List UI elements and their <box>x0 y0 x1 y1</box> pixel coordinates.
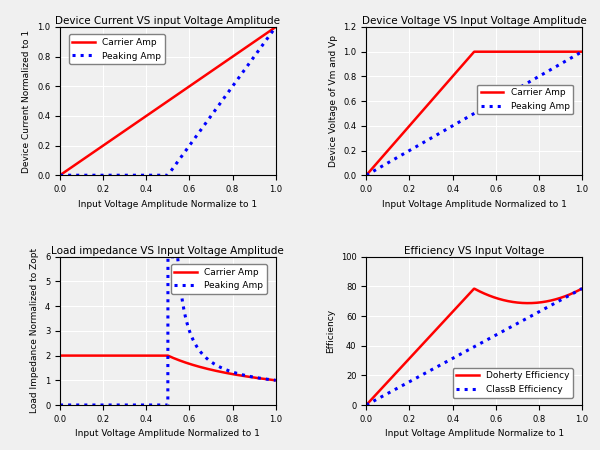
Carrier Amp <box>480 49 487 54</box>
Title: Device Voltage VS Input Voltage Amplitude: Device Voltage VS Input Voltage Amplitud… <box>362 16 587 26</box>
Legend: Carrier Amp, Peaking Amp: Carrier Amp, Peaking Amp <box>69 35 165 64</box>
Carrier Amp <box>267 28 274 33</box>
Peaking Amp <box>362 172 370 178</box>
Doherty Efficiency <box>539 299 547 305</box>
Line: Peaking Amp: Peaking Amp <box>366 52 582 175</box>
Peaking Amp <box>164 254 172 260</box>
ClassB Efficiency <box>573 289 580 294</box>
Doherty Efficiency <box>465 292 472 297</box>
Carrier Amp <box>56 353 64 358</box>
ClassB Efficiency <box>465 347 472 352</box>
Peaking Amp <box>139 402 146 408</box>
Peaking Amp <box>573 52 580 58</box>
Peaking Amp <box>56 402 64 408</box>
Peaking Amp <box>173 160 181 166</box>
Carrier Amp <box>272 24 280 30</box>
Peaking Amp <box>186 328 193 333</box>
ClassB Efficiency <box>491 333 498 338</box>
Peaking Amp <box>234 371 241 376</box>
Peaking Amp <box>160 172 167 178</box>
Peaking Amp <box>159 172 166 178</box>
Line: ClassB Efficiency: ClassB Efficiency <box>366 288 582 405</box>
X-axis label: Input Voltage Amplitude Normalize to 1: Input Voltage Amplitude Normalize to 1 <box>385 429 564 438</box>
Line: Doherty Efficiency: Doherty Efficiency <box>366 288 582 405</box>
Title: Efficiency VS Input Voltage: Efficiency VS Input Voltage <box>404 246 544 256</box>
Peaking Amp <box>272 378 280 383</box>
Peaking Amp <box>272 24 280 30</box>
Carrier Amp <box>160 101 167 107</box>
Peaking Amp <box>466 113 473 118</box>
Peaking Amp <box>56 172 64 178</box>
Line: Carrier Amp: Carrier Amp <box>366 52 582 175</box>
Doherty Efficiency <box>362 402 370 408</box>
Doherty Efficiency <box>466 290 473 296</box>
Carrier Amp <box>185 84 192 90</box>
ClassB Efficiency <box>539 307 547 312</box>
Peaking Amp <box>491 99 498 104</box>
Carrier Amp <box>540 49 547 54</box>
Carrier Amp <box>491 49 499 54</box>
Carrier Amp <box>151 353 158 358</box>
Carrier Amp <box>272 378 280 383</box>
Peaking Amp <box>578 49 586 54</box>
Carrier Amp <box>578 49 586 54</box>
Doherty Efficiency <box>479 290 487 296</box>
Carrier Amp <box>79 353 86 358</box>
Y-axis label: Device Current Normalized to 1: Device Current Normalized to 1 <box>22 30 31 173</box>
Peaking Amp <box>479 106 487 111</box>
Peaking Amp <box>267 32 274 37</box>
ClassB Efficiency <box>578 286 586 291</box>
Peaking Amp <box>465 114 472 119</box>
Title: Device Current VS input Voltage Amplitude: Device Current VS input Voltage Amplitud… <box>55 16 280 26</box>
Carrier Amp <box>224 371 232 376</box>
Line: Peaking Amp: Peaking Amp <box>60 257 276 405</box>
X-axis label: Input Voltage Amplitude Normalized to 1: Input Voltage Amplitude Normalized to 1 <box>76 429 260 438</box>
Carrier Amp <box>159 102 166 108</box>
Carrier Amp <box>229 371 236 377</box>
Doherty Efficiency <box>573 288 580 294</box>
Legend: Doherty Efficiency, ClassB Efficiency: Doherty Efficiency, ClassB Efficiency <box>452 368 573 397</box>
Carrier Amp <box>465 55 472 61</box>
Carrier Amp <box>205 366 212 372</box>
Y-axis label: Efficiency: Efficiency <box>326 309 335 353</box>
Carrier Amp <box>362 172 370 178</box>
Peaking Amp <box>185 144 192 150</box>
Peaking Amp <box>539 71 547 76</box>
Doherty Efficiency <box>491 295 498 300</box>
Carrier Amp <box>466 54 473 59</box>
Carrier Amp <box>233 51 241 56</box>
Title: Load impedance VS Input Voltage Amplitude: Load impedance VS Input Voltage Amplitud… <box>52 246 284 256</box>
Legend: Carrier Amp, Peaking Amp: Carrier Amp, Peaking Amp <box>477 85 573 114</box>
ClassB Efficiency <box>466 346 473 352</box>
Carrier Amp <box>173 92 181 98</box>
Y-axis label: Load Impedance Normalized to Zopt: Load Impedance Normalized to Zopt <box>31 248 40 414</box>
X-axis label: Input Voltage Amplitude Normalize to 1: Input Voltage Amplitude Normalize to 1 <box>78 199 257 208</box>
Peaking Amp <box>217 365 224 370</box>
Carrier Amp <box>574 49 581 54</box>
Doherty Efficiency <box>578 286 586 291</box>
ClassB Efficiency <box>479 339 487 345</box>
Carrier Amp <box>471 49 478 54</box>
Peaking Amp <box>233 78 241 83</box>
Peaking Amp <box>95 402 103 408</box>
Line: Carrier Amp: Carrier Amp <box>60 27 276 175</box>
Line: Peaking Amp: Peaking Amp <box>60 27 276 175</box>
X-axis label: Input Voltage Amplitude Normalized to 1: Input Voltage Amplitude Normalized to 1 <box>382 199 566 208</box>
Legend: Carrier Amp, Peaking Amp: Carrier Amp, Peaking Amp <box>171 264 267 294</box>
Carrier Amp <box>56 172 64 178</box>
ClassB Efficiency <box>362 402 370 408</box>
Y-axis label: Device Voltage of Vm and Vp: Device Voltage of Vm and Vp <box>329 35 338 167</box>
Peaking Amp <box>197 349 204 354</box>
Line: Carrier Amp: Carrier Amp <box>60 356 276 380</box>
Carrier Amp <box>143 353 151 358</box>
